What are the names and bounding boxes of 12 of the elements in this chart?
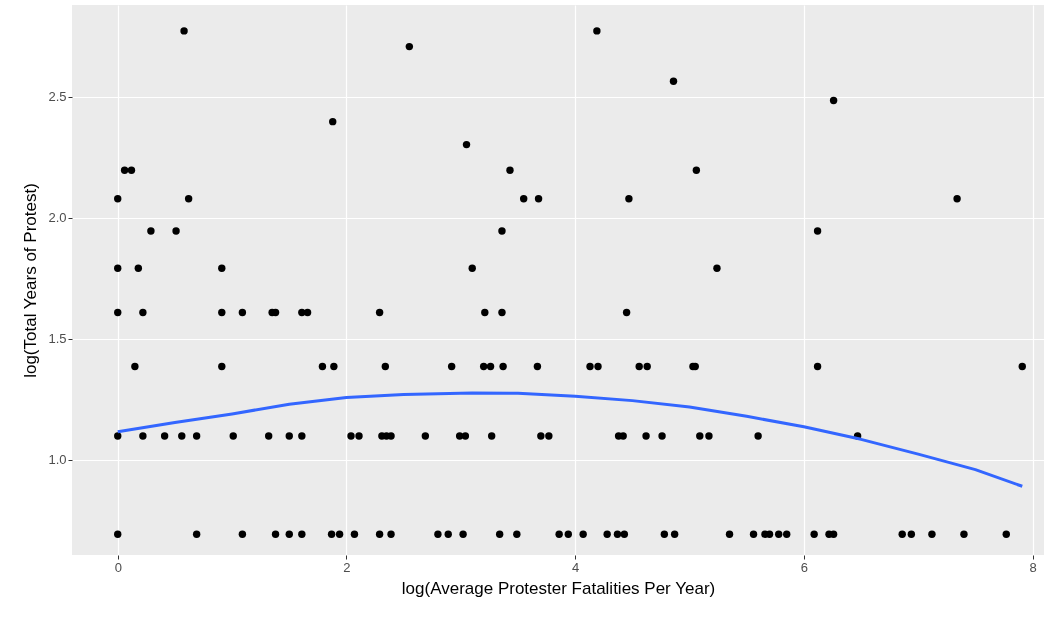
y-tick-label: 2.0 — [48, 210, 67, 226]
y-tick-label: 1.5 — [48, 331, 67, 347]
x-tick-label: 6 — [800, 559, 808, 575]
y-tick-label: 1.0 — [48, 452, 67, 468]
y-tick-label: 2.5 — [48, 89, 67, 105]
x-axis-title: log(Average Protester Fatalities Per Year) — [401, 578, 716, 598]
x-tick-label: 8 — [1029, 559, 1037, 575]
x-tick-label: 2 — [343, 559, 351, 575]
x-tick-label: 0 — [114, 559, 122, 575]
x-tick-label: 4 — [572, 559, 580, 575]
y-axis-title: log(Total Years of Protest) — [21, 183, 41, 378]
line-series — [116, 391, 1024, 488]
